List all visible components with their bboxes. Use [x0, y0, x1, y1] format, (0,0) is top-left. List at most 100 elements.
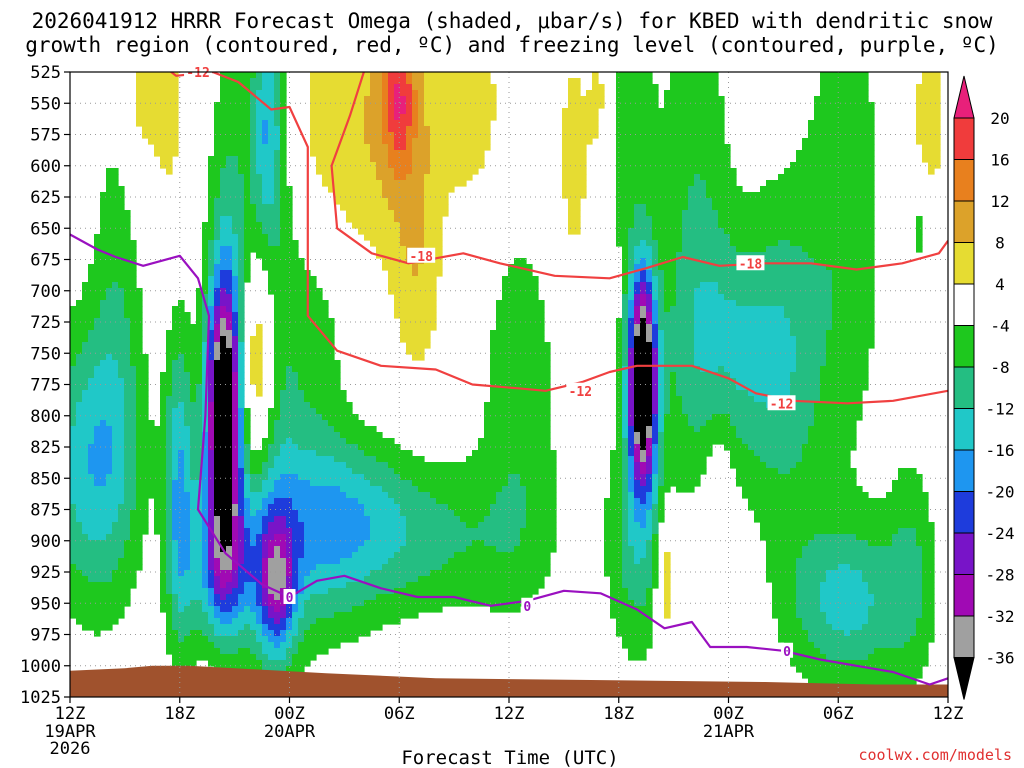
omega-cell: [226, 324, 233, 331]
omega-cell: [202, 270, 209, 277]
terrain-surface: [70, 665, 948, 697]
omega-cell: [616, 126, 725, 133]
omega-cell: [166, 576, 173, 583]
omega-cell: [100, 204, 125, 211]
omega-cell: [232, 348, 239, 355]
omega-cell: [730, 420, 815, 427]
omega-cell: [220, 606, 233, 613]
omega-cell: [112, 432, 125, 439]
omega-cell: [274, 330, 335, 337]
omega-cell: [208, 240, 215, 247]
omega-cell: [70, 552, 125, 559]
omega-cell: [220, 192, 245, 199]
omega-cell: [166, 528, 173, 535]
omega-cell: [778, 468, 791, 475]
omega-cell: [214, 354, 221, 361]
omega-cell: [310, 150, 371, 157]
omega-cell: [898, 474, 923, 481]
omega-cell: [664, 462, 707, 469]
omega-cell: [262, 132, 269, 139]
omega-cell: [616, 210, 635, 217]
omega-cell: [100, 312, 125, 319]
omega-cell: [292, 504, 365, 511]
omega-cell: [256, 330, 263, 337]
omega-cell: [826, 348, 869, 355]
omega-cell: [202, 462, 209, 469]
colorbar-tick-label: 20: [990, 109, 1009, 128]
omega-cell: [214, 294, 221, 301]
omega-cell: [220, 516, 233, 523]
omega-cell: [496, 546, 515, 553]
omega-cell: [310, 126, 365, 133]
omega-cell: [244, 432, 251, 439]
omega-cell: [646, 282, 653, 289]
omega-cell: [202, 540, 209, 547]
omega-cell: [232, 276, 239, 283]
omega-cell: [310, 402, 353, 409]
omega-cell: [166, 396, 191, 403]
omega-cell: [622, 282, 629, 289]
omega-cell: [238, 294, 245, 301]
omega-cell: [238, 306, 245, 313]
omega-cell: [616, 402, 623, 409]
omega-cell: [160, 162, 173, 169]
omega-cell: [304, 528, 371, 535]
omega-cell: [208, 516, 215, 523]
omega-cell: [634, 282, 641, 289]
omega-cell: [364, 510, 401, 517]
y-tick-label: 750: [30, 344, 61, 364]
omega-cell: [616, 84, 659, 91]
omega-cell: [130, 528, 149, 535]
omega-cell: [490, 606, 521, 613]
omega-cell: [646, 456, 653, 463]
omega-cell: [412, 120, 419, 127]
omega-cell: [616, 204, 635, 211]
omega-cell: [220, 594, 227, 601]
omega-cell: [202, 252, 209, 259]
omega-cell: [136, 444, 167, 451]
omega-cell: [208, 612, 215, 619]
omega-cell: [172, 420, 185, 427]
omega-cell: [94, 432, 113, 439]
omega-cell: [262, 558, 269, 565]
omega-cell: [616, 624, 653, 631]
omega-cell: [268, 576, 287, 583]
omega-cell: [622, 288, 629, 295]
omega-cell: [916, 120, 941, 127]
omega-cell: [334, 426, 377, 433]
omega-cell: [634, 408, 653, 415]
omega-cell: [214, 642, 263, 649]
omega-cell: [706, 192, 875, 199]
omega-cell: [184, 414, 203, 421]
omega-cell: [298, 510, 365, 517]
omega-cell: [172, 384, 191, 391]
omega-cell: [232, 510, 239, 517]
omega-cell: [238, 270, 245, 277]
omega-cell: [790, 378, 821, 385]
omega-cell: [244, 246, 299, 253]
omega-cell: [382, 108, 389, 115]
omega-cell: [772, 582, 797, 589]
omega-cell: [652, 300, 659, 307]
omega-cell: [394, 306, 437, 313]
omega-cell: [718, 288, 833, 295]
omega-cell: [394, 498, 437, 505]
omega-cell: [70, 414, 77, 421]
omega-cell: [658, 504, 665, 511]
omega-cell: [202, 222, 215, 229]
omega-cell: [634, 288, 641, 295]
omega-cell: [220, 180, 245, 187]
omega-cell: [628, 408, 635, 415]
omega-cell: [262, 564, 269, 571]
omega-cell: [280, 618, 287, 625]
omega-cell: [916, 246, 923, 253]
omega-cell: [622, 540, 629, 547]
omega-cell: [172, 594, 179, 601]
omega-cell: [406, 522, 467, 529]
omega-cell: [220, 330, 233, 337]
omega-cell: [256, 90, 275, 97]
omega-cell: [190, 534, 203, 541]
omega-cell: [664, 294, 677, 301]
omega-cell: [214, 132, 251, 139]
